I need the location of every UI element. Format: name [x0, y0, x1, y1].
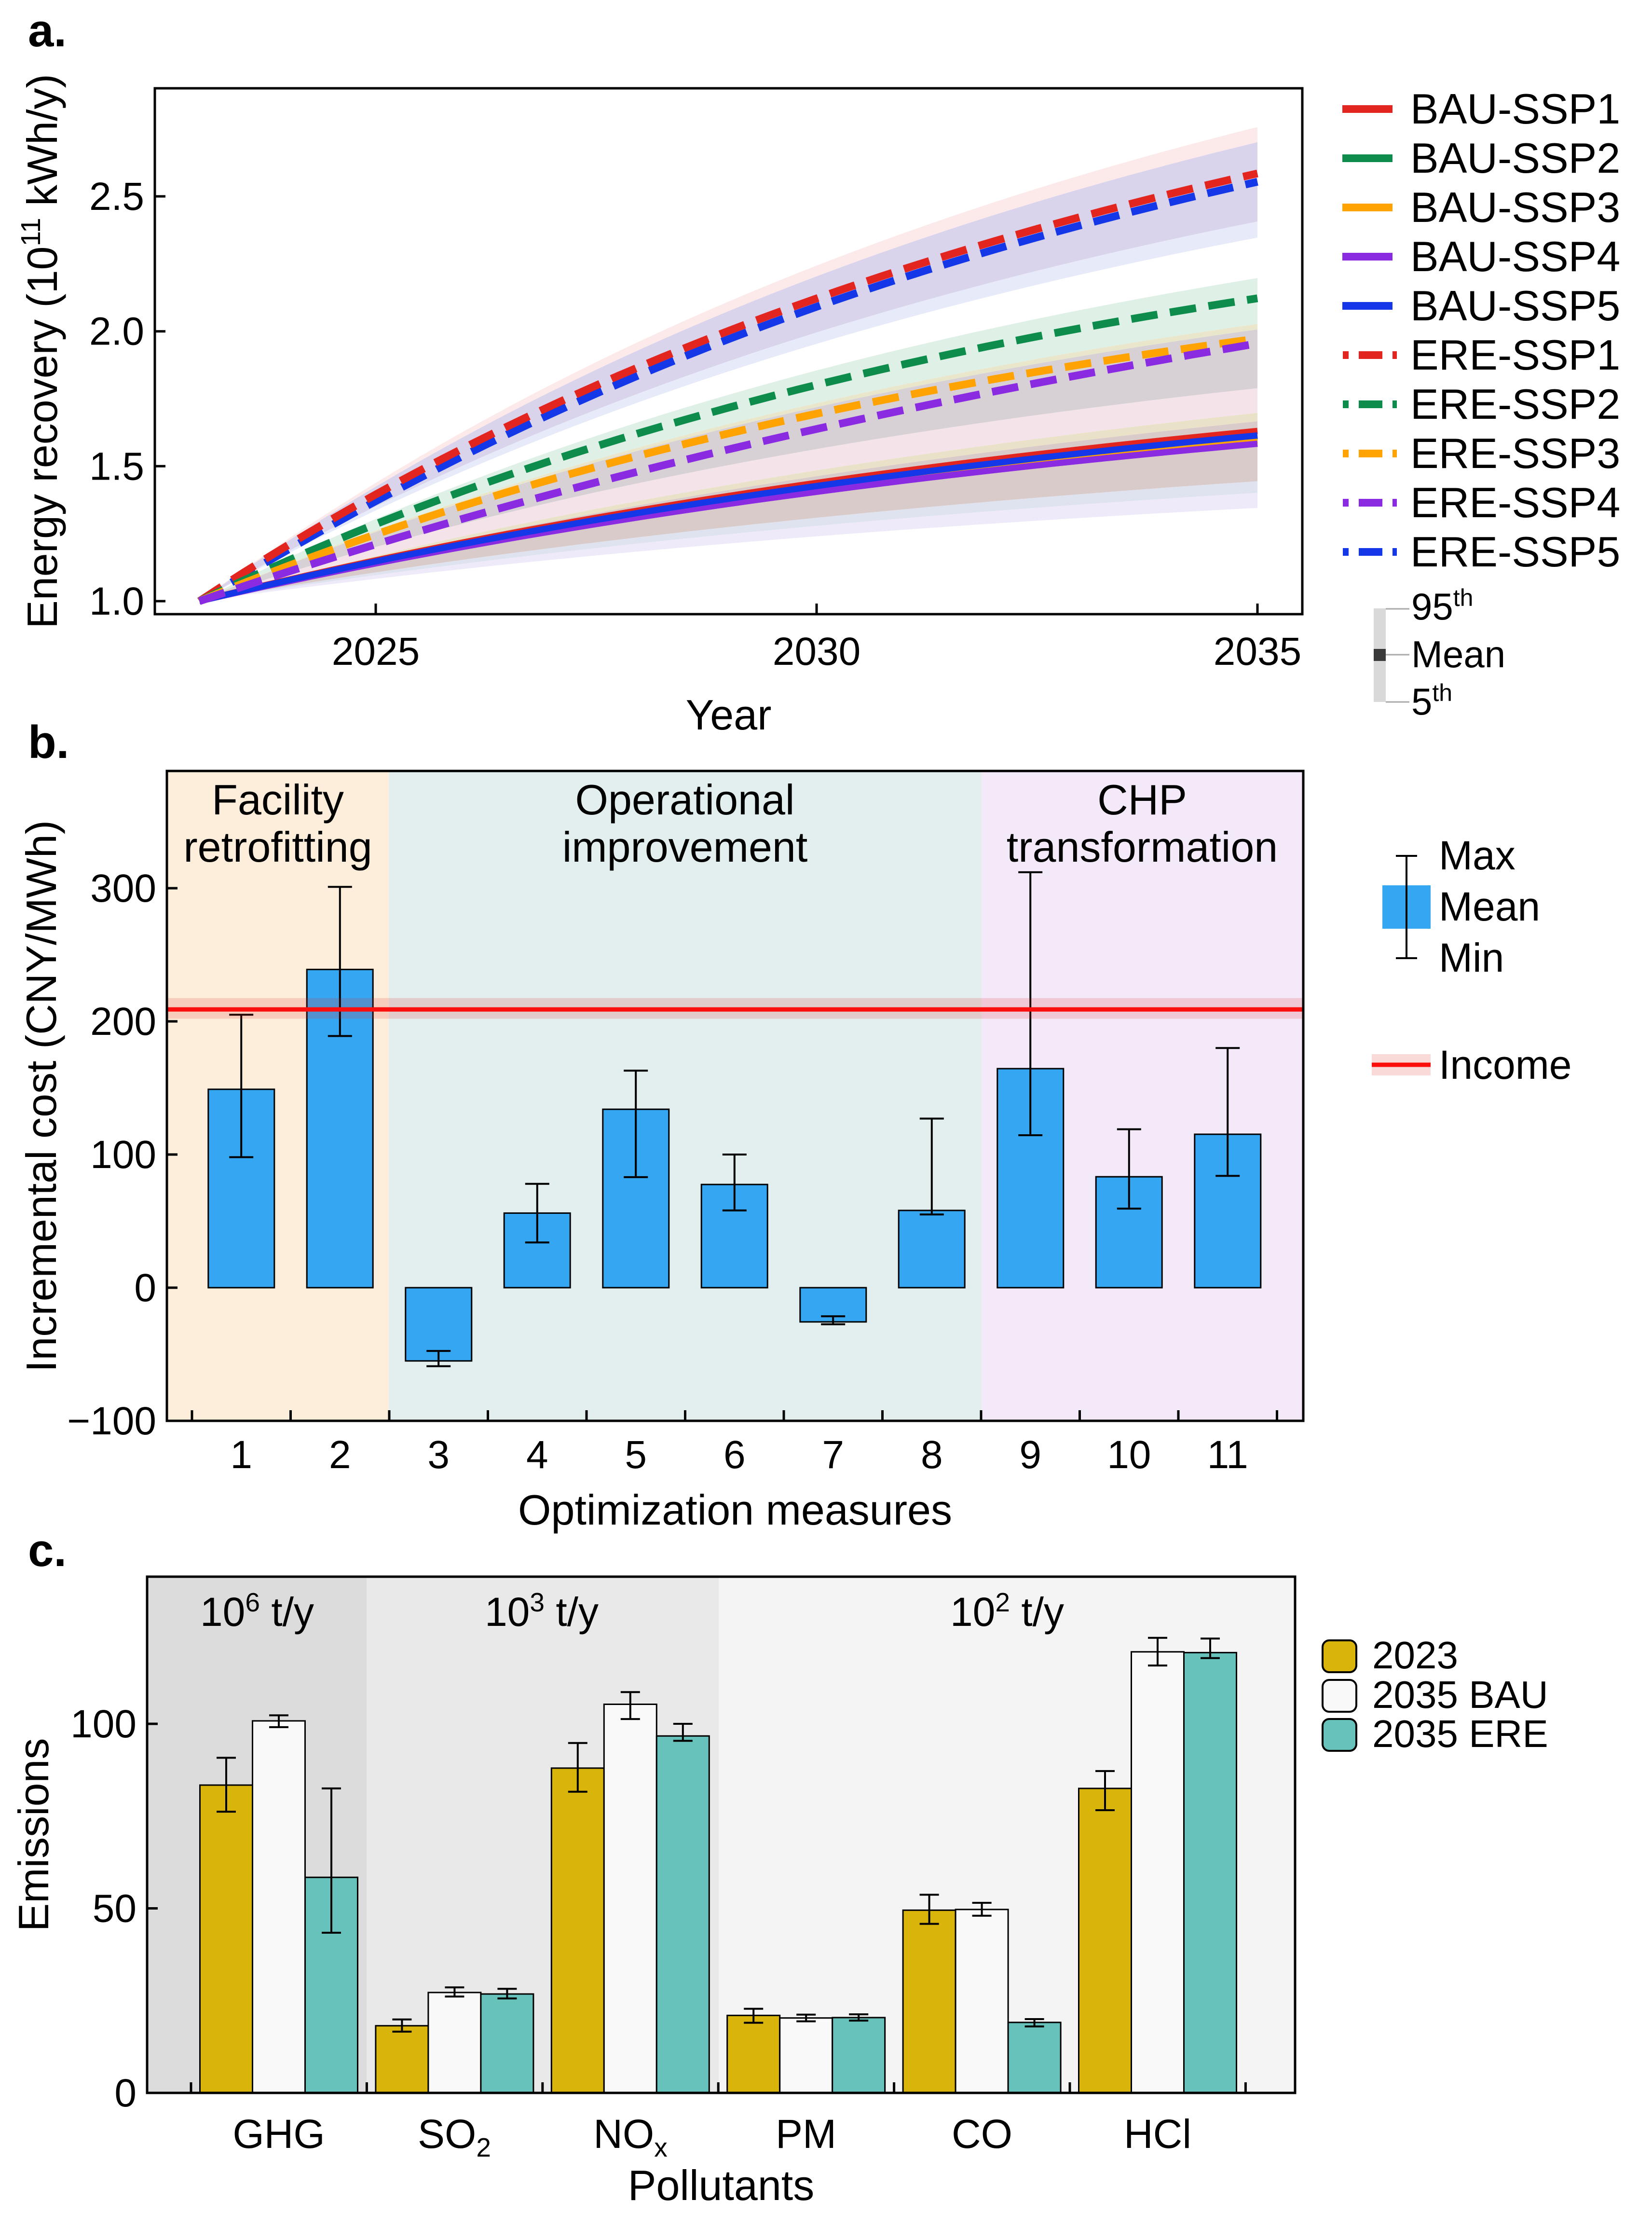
svg-text:2023: 2023	[1372, 1634, 1458, 1677]
svg-text:Optimization measures: Optimization measures	[518, 1486, 952, 1534]
svg-text:1.5: 1.5	[89, 444, 144, 488]
svg-text:Min: Min	[1439, 935, 1504, 980]
svg-text:2035 ERE: 2035 ERE	[1372, 1712, 1548, 1755]
svg-text:BAU-SSP3: BAU-SSP3	[1410, 183, 1620, 231]
svg-text:3: 3	[427, 1433, 450, 1477]
svg-text:2025: 2025	[332, 630, 420, 674]
svg-text:2: 2	[329, 1433, 351, 1477]
svg-text:ERE-SSP5: ERE-SSP5	[1410, 528, 1620, 576]
svg-text:CO: CO	[952, 2111, 1012, 2157]
svg-text:HCl: HCl	[1124, 2111, 1191, 2157]
svg-text:a.: a.	[28, 5, 67, 56]
svg-text:Mean: Mean	[1411, 633, 1505, 675]
svg-text:BAU-SSP1: BAU-SSP1	[1410, 85, 1620, 133]
svg-text:10: 10	[1107, 1433, 1151, 1477]
svg-text:BAU-SSP4: BAU-SSP4	[1410, 233, 1620, 280]
svg-text:Mean: Mean	[1439, 884, 1540, 929]
svg-text:Emissions: Emissions	[10, 1738, 57, 1932]
svg-text:4: 4	[526, 1433, 548, 1477]
svg-text:2035 BAU: 2035 BAU	[1372, 1673, 1548, 1716]
svg-text:CHP: CHP	[1097, 776, 1187, 824]
svg-text:Facility: Facility	[212, 776, 344, 824]
svg-text:9: 9	[1019, 1433, 1041, 1477]
svg-text:ERE-SSP3: ERE-SSP3	[1410, 429, 1620, 477]
svg-text:Year: Year	[686, 691, 772, 739]
svg-text:11: 11	[1207, 1433, 1248, 1477]
svg-text:ERE-SSP1: ERE-SSP1	[1410, 331, 1620, 379]
svg-text:5: 5	[625, 1433, 647, 1477]
svg-text:300: 300	[90, 866, 156, 910]
svg-text:PM: PM	[776, 2111, 836, 2157]
svg-text:1.0: 1.0	[89, 579, 144, 623]
svg-text:0: 0	[134, 1266, 156, 1310]
svg-text:BAU-SSP5: BAU-SSP5	[1410, 282, 1620, 330]
svg-text:Income: Income	[1439, 1042, 1571, 1087]
svg-text:2.5: 2.5	[89, 175, 144, 219]
svg-text:106 t/y: 106 t/y	[200, 1587, 314, 1635]
svg-text:6: 6	[724, 1433, 746, 1477]
svg-text:2035: 2035	[1214, 630, 1301, 674]
svg-text:Pollutants: Pollutants	[628, 2161, 814, 2209]
svg-text:50: 50	[93, 1887, 137, 1931]
svg-text:retrofitting: retrofitting	[183, 823, 372, 871]
svg-text:Max: Max	[1439, 833, 1515, 878]
svg-text:Operational: Operational	[575, 776, 795, 824]
svg-text:2030: 2030	[773, 630, 860, 674]
svg-text:2.0: 2.0	[89, 310, 144, 354]
svg-text:GHG: GHG	[232, 2111, 325, 2157]
svg-text:BAU-SSP2: BAU-SSP2	[1410, 134, 1620, 182]
svg-text:1: 1	[230, 1433, 252, 1477]
svg-text:Incremental cost (CNY/MWh): Incremental cost (CNY/MWh)	[17, 820, 65, 1372]
svg-text:b.: b.	[28, 716, 69, 768]
svg-text:improvement: improvement	[562, 823, 808, 871]
svg-text:transformation: transformation	[1007, 823, 1278, 871]
svg-text:ERE-SSP2: ERE-SSP2	[1410, 380, 1620, 428]
svg-text:100: 100	[70, 1702, 137, 1746]
svg-text:ERE-SSP4: ERE-SSP4	[1410, 479, 1620, 526]
svg-text:5th: 5th	[1411, 679, 1452, 723]
svg-text:Energy recovery (1011 kWh/y): Energy recovery (1011 kWh/y)	[15, 74, 66, 629]
svg-text:SO2: SO2	[418, 2111, 491, 2162]
svg-text:8: 8	[921, 1433, 943, 1477]
svg-text:7: 7	[822, 1433, 844, 1477]
svg-text:−100: −100	[67, 1399, 156, 1443]
svg-text:0: 0	[114, 2071, 137, 2115]
svg-text:200: 200	[90, 1000, 156, 1044]
svg-text:100: 100	[90, 1133, 156, 1177]
svg-text:c.: c.	[28, 1525, 67, 1576]
